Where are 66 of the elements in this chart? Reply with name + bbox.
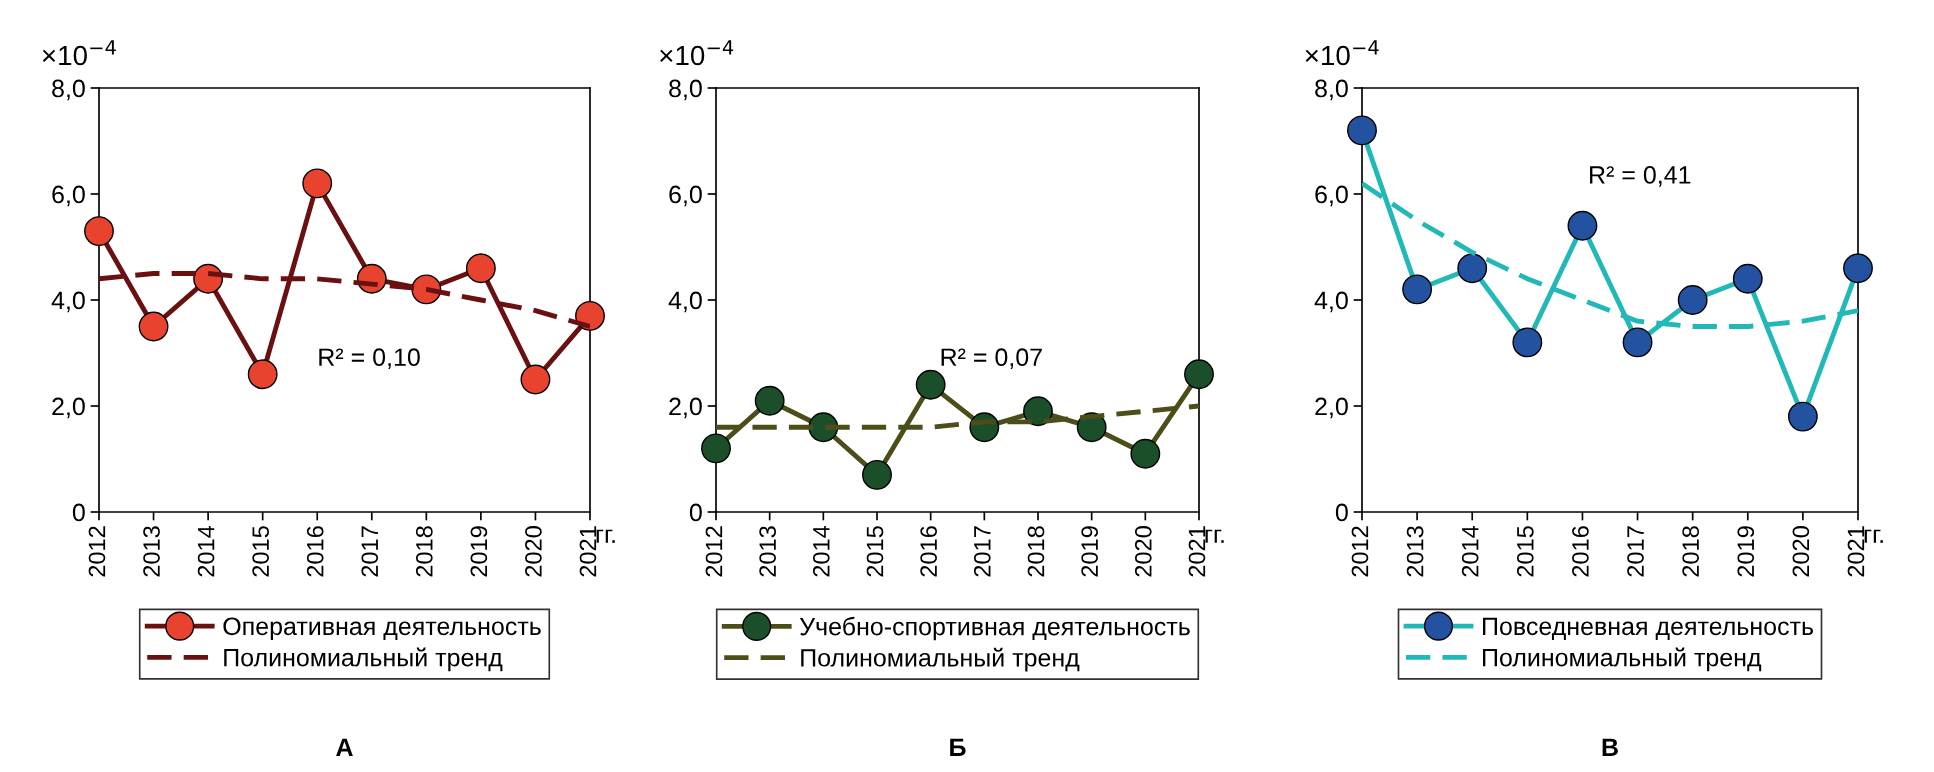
x-tick-label: 2012	[1351, 526, 1369, 577]
x-tick-label: 2017	[361, 526, 379, 577]
legend-label: Полиномиальный тренд	[1483, 647, 1762, 672]
x-tick-label: 2015	[252, 526, 269, 577]
legend-label: Повседневная деятельность	[1483, 617, 1814, 640]
legend-label: Оперативная деятельность	[223, 617, 541, 641]
x-tick-label: 2019	[1737, 526, 1755, 577]
x-tick-label: 2020	[1792, 526, 1810, 577]
x-axis-title: гг.	[1205, 529, 1224, 543]
x-tick-label: 2021	[579, 526, 597, 577]
x-tick-label: 2018	[1682, 526, 1699, 577]
x-axis-title: гг.	[596, 529, 615, 543]
text: Б	[950, 738, 966, 756]
y-tick-label: 6,0	[669, 185, 702, 207]
x-tick-label: 2020	[1134, 526, 1152, 577]
y-tick-label: 2,0	[1315, 397, 1348, 419]
annotation: R² = 0,10	[319, 348, 420, 370]
y-tick-label: 4,0	[51, 291, 85, 313]
point	[1843, 253, 1873, 284]
x-tick-label: 2021	[1847, 526, 1865, 577]
point	[754, 385, 785, 416]
x-tick-label: 2019	[470, 526, 488, 577]
x-tick-label: 2016	[306, 526, 324, 577]
annotation: R² = 0,41	[1590, 166, 1691, 187]
x-tick-label: 2017	[973, 526, 991, 577]
y-tick-label: 8,0	[669, 79, 702, 101]
legend-label: Полиномиальный тренд	[801, 647, 1080, 672]
x-tick-label: 2014	[197, 525, 215, 577]
x-tick-label: 2012	[705, 526, 723, 577]
text: А	[336, 738, 353, 756]
x-tick-label: 2015	[866, 526, 884, 577]
x-tick-label: 2019	[1081, 526, 1098, 577]
y-axis-title: ×10$^{−4}$	[660, 40, 734, 66]
y-tick-label: 4,0	[668, 291, 702, 313]
y-tick-label: 6,0	[1315, 185, 1348, 207]
x-tick-label: 2012	[88, 526, 106, 577]
point	[1512, 327, 1543, 358]
x-tick-label: 2013	[143, 526, 160, 577]
x-tick-label: 2014	[1461, 525, 1479, 577]
y-tick-label: 0	[72, 503, 85, 522]
x-tick-label: 2015	[1516, 526, 1534, 577]
legend-label: Учебно-спортивная деятельность	[799, 616, 1190, 641]
x-tick-label: 2021	[1188, 526, 1206, 577]
y-tick-label: 4,0	[1314, 291, 1348, 313]
y-tick-label: 8,0	[1315, 79, 1348, 101]
y-tick-label: 6,0	[52, 185, 85, 207]
x-axis-title: гг.	[1864, 529, 1883, 543]
x-tick-label: 2016	[1572, 526, 1589, 577]
x-tick-label: 2013	[1406, 526, 1424, 577]
annotation: R² = 0,07	[941, 348, 1042, 370]
x-tick-label: 2013	[759, 526, 776, 577]
y-tick-label: 2,0	[52, 397, 85, 419]
x-tick-label: 2018	[415, 526, 433, 577]
y-tick-label: 2,0	[669, 397, 702, 419]
y-tick-label: 0	[689, 503, 702, 522]
x-tick-label: 2014	[812, 525, 830, 577]
y-tick-label: 0	[1335, 503, 1348, 522]
legend-label: Полиномиальный тренд	[224, 647, 503, 672]
x-tick-label: 2016	[920, 526, 937, 577]
y-tick-label: 8,0	[52, 79, 85, 101]
y-axis-title: ×10$^{−4}$	[42, 40, 116, 66]
x-tick-label: 2017	[1627, 526, 1644, 577]
text: В	[1602, 738, 1618, 756]
y-axis-title: ×10$^{−4}$	[1305, 40, 1379, 66]
x-tick-label: 2020	[525, 526, 542, 577]
x-tick-label: 2018	[1027, 526, 1045, 577]
